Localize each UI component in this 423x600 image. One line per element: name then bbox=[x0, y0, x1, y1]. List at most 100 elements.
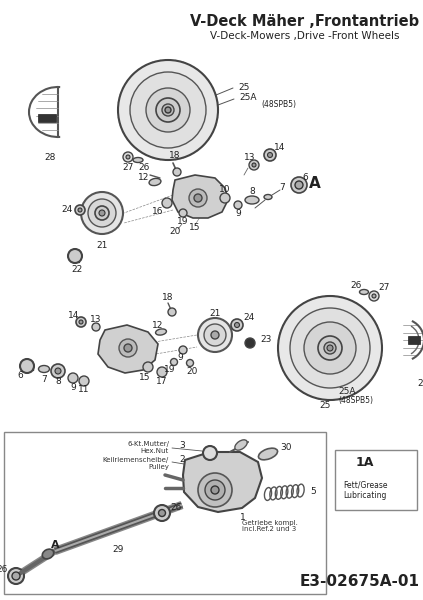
Bar bbox=[4, 432, 326, 594]
Circle shape bbox=[264, 149, 276, 161]
Text: 26: 26 bbox=[0, 565, 8, 575]
Text: 21: 21 bbox=[96, 241, 108, 251]
Ellipse shape bbox=[258, 448, 277, 460]
Polygon shape bbox=[183, 452, 262, 512]
Text: Pulley: Pulley bbox=[148, 464, 169, 470]
Text: 6: 6 bbox=[17, 371, 23, 380]
Circle shape bbox=[304, 322, 356, 374]
Text: 29: 29 bbox=[113, 545, 124, 553]
Circle shape bbox=[291, 177, 307, 193]
Text: Lubricating: Lubricating bbox=[343, 491, 387, 499]
Text: 28: 28 bbox=[418, 379, 423, 388]
Circle shape bbox=[198, 473, 232, 507]
Circle shape bbox=[245, 338, 255, 348]
Circle shape bbox=[234, 323, 239, 328]
Text: 23: 23 bbox=[260, 335, 272, 344]
Circle shape bbox=[165, 107, 171, 113]
Circle shape bbox=[198, 318, 232, 352]
Circle shape bbox=[211, 331, 219, 339]
Ellipse shape bbox=[38, 365, 49, 373]
Text: 7: 7 bbox=[41, 374, 47, 383]
Text: Getriebe kompl.: Getriebe kompl. bbox=[242, 520, 298, 526]
Text: 15: 15 bbox=[139, 373, 151, 382]
Circle shape bbox=[20, 359, 34, 373]
Circle shape bbox=[318, 336, 342, 360]
Bar bbox=[408, 336, 420, 344]
Circle shape bbox=[123, 152, 133, 162]
Circle shape bbox=[119, 339, 137, 357]
Text: (48SPB5): (48SPB5) bbox=[261, 100, 296, 109]
Text: 17: 17 bbox=[156, 377, 168, 385]
Text: 18: 18 bbox=[162, 292, 174, 301]
Circle shape bbox=[159, 509, 165, 517]
Circle shape bbox=[194, 194, 202, 202]
Circle shape bbox=[231, 319, 243, 331]
Circle shape bbox=[118, 60, 218, 160]
Circle shape bbox=[51, 364, 65, 378]
Circle shape bbox=[68, 373, 78, 383]
Circle shape bbox=[95, 206, 109, 220]
Circle shape bbox=[290, 308, 370, 388]
Circle shape bbox=[234, 201, 242, 209]
Text: 9: 9 bbox=[177, 353, 183, 362]
Circle shape bbox=[130, 72, 206, 148]
Circle shape bbox=[143, 362, 153, 372]
Circle shape bbox=[327, 345, 333, 351]
Circle shape bbox=[324, 342, 336, 354]
Circle shape bbox=[79, 320, 83, 324]
Text: 26: 26 bbox=[350, 281, 362, 290]
Text: 20: 20 bbox=[169, 227, 181, 236]
Circle shape bbox=[179, 209, 187, 217]
Ellipse shape bbox=[360, 289, 368, 295]
Text: 6: 6 bbox=[302, 173, 308, 182]
Text: 28: 28 bbox=[44, 154, 56, 163]
Circle shape bbox=[372, 294, 376, 298]
Circle shape bbox=[179, 346, 187, 354]
Text: 5: 5 bbox=[310, 487, 316, 497]
Circle shape bbox=[295, 181, 303, 189]
Text: Hex.Nut: Hex.Nut bbox=[141, 448, 169, 454]
Text: 9: 9 bbox=[235, 208, 241, 217]
Text: 10: 10 bbox=[219, 185, 231, 194]
Text: 8: 8 bbox=[55, 377, 61, 385]
Circle shape bbox=[88, 199, 116, 227]
Circle shape bbox=[81, 192, 123, 234]
Circle shape bbox=[157, 367, 167, 377]
Ellipse shape bbox=[149, 178, 161, 185]
Bar bbox=[38, 114, 56, 122]
Circle shape bbox=[204, 324, 226, 346]
Circle shape bbox=[173, 168, 181, 176]
Text: E3-02675A-01: E3-02675A-01 bbox=[300, 575, 420, 589]
Text: 24: 24 bbox=[62, 205, 73, 214]
Text: 6-Kt.Mutter/: 6-Kt.Mutter/ bbox=[127, 441, 169, 447]
Text: 1: 1 bbox=[240, 512, 246, 521]
Circle shape bbox=[68, 249, 82, 263]
Text: 24: 24 bbox=[243, 313, 254, 322]
Text: 12: 12 bbox=[152, 320, 164, 329]
Text: 12: 12 bbox=[138, 173, 150, 182]
Circle shape bbox=[162, 198, 172, 208]
Circle shape bbox=[79, 376, 89, 386]
Text: 16: 16 bbox=[152, 208, 164, 217]
Bar bbox=[335, 450, 417, 510]
Text: 7: 7 bbox=[279, 182, 285, 191]
Text: 20: 20 bbox=[186, 367, 198, 376]
Text: 27: 27 bbox=[122, 163, 134, 173]
Text: 9: 9 bbox=[70, 383, 76, 391]
Circle shape bbox=[126, 155, 130, 159]
Circle shape bbox=[278, 296, 382, 400]
Circle shape bbox=[76, 317, 86, 327]
Polygon shape bbox=[98, 325, 158, 373]
Circle shape bbox=[170, 358, 178, 365]
Circle shape bbox=[156, 98, 180, 122]
Text: 27: 27 bbox=[378, 283, 390, 292]
Text: incl.Ref.2 und 3: incl.Ref.2 und 3 bbox=[242, 526, 296, 532]
Ellipse shape bbox=[245, 196, 259, 204]
Text: 25: 25 bbox=[238, 82, 250, 91]
Circle shape bbox=[187, 359, 193, 367]
Circle shape bbox=[99, 210, 105, 216]
Text: A: A bbox=[309, 175, 321, 191]
Text: 3: 3 bbox=[179, 440, 185, 449]
Text: 21: 21 bbox=[209, 308, 221, 317]
Text: 13: 13 bbox=[90, 314, 102, 323]
